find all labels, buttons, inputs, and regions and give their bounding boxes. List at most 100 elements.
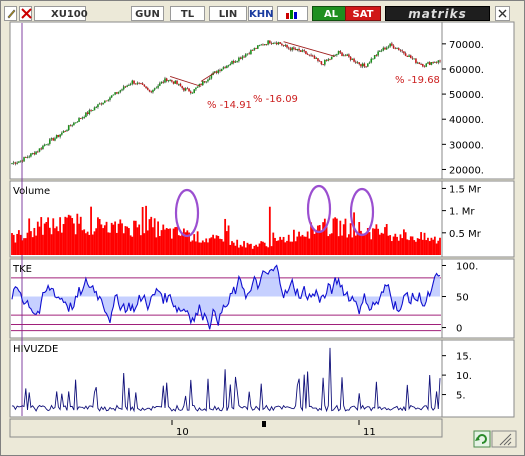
volume-bar xyxy=(109,232,111,255)
candle-body xyxy=(128,84,130,86)
scale-button[interactable]: LIN xyxy=(209,6,247,21)
volume-bar xyxy=(205,238,208,255)
volume-bar xyxy=(250,243,252,255)
y-tick-label: 40000. xyxy=(449,115,484,126)
candle-body xyxy=(251,50,254,51)
volume-bar xyxy=(353,212,355,255)
candle-body xyxy=(329,59,331,61)
volume-bar xyxy=(404,232,407,255)
volume-bar xyxy=(361,233,364,255)
volume-bar xyxy=(425,240,428,255)
volume-bar xyxy=(327,236,330,255)
candle-body xyxy=(207,79,209,82)
candle-body xyxy=(437,60,440,63)
candle-body xyxy=(35,151,37,155)
time-axis xyxy=(9,418,443,438)
candle-body xyxy=(146,88,149,90)
volume-bar xyxy=(301,234,304,255)
volume-bar xyxy=(310,222,312,255)
candle-body xyxy=(165,78,168,81)
volume-bar xyxy=(239,244,242,255)
candle-body xyxy=(272,43,275,44)
candle-body xyxy=(176,80,178,85)
drawdown-annotation: % -19.68 xyxy=(395,75,440,86)
volume-bar xyxy=(86,231,89,255)
volume-bar xyxy=(152,227,154,255)
volume-bar xyxy=(186,230,189,255)
volume-bar xyxy=(45,221,48,255)
cross-out-icon[interactable] xyxy=(19,6,32,21)
candle-body xyxy=(375,55,378,56)
volume-bar xyxy=(366,227,369,255)
candle-body xyxy=(298,48,300,51)
refresh-icon[interactable] xyxy=(473,430,491,448)
hivuzde-panel-title: HIVUZDE xyxy=(13,344,58,355)
currency-button[interactable]: TL xyxy=(170,6,205,21)
candle-body xyxy=(152,89,154,93)
candle-body xyxy=(253,48,256,51)
toolbar: XU100 GUN TL LIN KHN AL SAT matriks xyxy=(3,4,521,21)
candle-body xyxy=(136,82,139,84)
candle-body xyxy=(129,83,132,85)
sell-button[interactable]: SAT xyxy=(345,6,381,21)
volume-bar xyxy=(384,227,386,255)
volume-bar xyxy=(243,241,245,255)
candle-body xyxy=(83,117,85,118)
candle-body xyxy=(389,43,391,47)
volume-bar xyxy=(334,217,337,255)
volume-bar xyxy=(397,240,400,255)
candle-body xyxy=(339,51,342,53)
volume-bar xyxy=(141,206,144,255)
y-tick-label: 15. xyxy=(456,352,472,363)
volume-bar xyxy=(158,236,161,255)
candle-body xyxy=(79,118,82,119)
candle-body xyxy=(167,80,170,82)
close-icon[interactable] xyxy=(495,6,510,21)
volume-bar xyxy=(76,213,79,255)
symbol-field[interactable]: XU100 xyxy=(34,6,88,21)
candle-body xyxy=(145,86,147,89)
candle-body xyxy=(397,48,400,50)
candle-body xyxy=(356,62,359,64)
candle-body xyxy=(434,62,436,63)
drawdown-line xyxy=(169,75,202,87)
volume-bar xyxy=(88,234,91,255)
candle-body xyxy=(126,85,128,87)
period-button[interactable]: GUN xyxy=(131,6,164,21)
volume-bar xyxy=(231,241,233,255)
candle-body xyxy=(312,55,314,57)
volume-bar xyxy=(308,238,311,255)
hivuzde-panel xyxy=(9,339,443,418)
volume-bar xyxy=(263,242,266,255)
volume-bar xyxy=(110,222,113,255)
candle-body xyxy=(174,80,177,84)
volume-bar xyxy=(155,237,158,255)
volume-bar xyxy=(213,238,216,255)
candle-body xyxy=(73,122,75,126)
mode-button[interactable]: KHN xyxy=(248,6,274,21)
candle-body xyxy=(88,110,91,114)
volume-bar xyxy=(48,227,51,255)
candle-body xyxy=(229,64,232,66)
candle-body xyxy=(188,88,190,92)
resize-grip-icon[interactable] xyxy=(491,430,517,448)
candle-body xyxy=(193,89,196,93)
drawdown-annotation: % -16.09 xyxy=(253,94,298,105)
volume-bar xyxy=(100,224,103,255)
bar-chart-icon[interactable] xyxy=(277,6,308,21)
volume-bar xyxy=(260,241,263,255)
volume-bar xyxy=(117,223,120,255)
volume-bar xyxy=(385,224,388,255)
volume-bar xyxy=(38,226,41,255)
candle-body xyxy=(372,58,374,60)
volume-bar xyxy=(347,234,350,255)
volume-bar xyxy=(212,234,215,255)
candle-body xyxy=(153,88,156,90)
candle-body xyxy=(380,50,383,52)
candle-body xyxy=(148,89,151,92)
volume-bar xyxy=(420,232,422,255)
edit-pencil-icon[interactable] xyxy=(4,6,17,21)
volume-bar xyxy=(189,241,192,255)
volume-bar xyxy=(337,236,340,255)
